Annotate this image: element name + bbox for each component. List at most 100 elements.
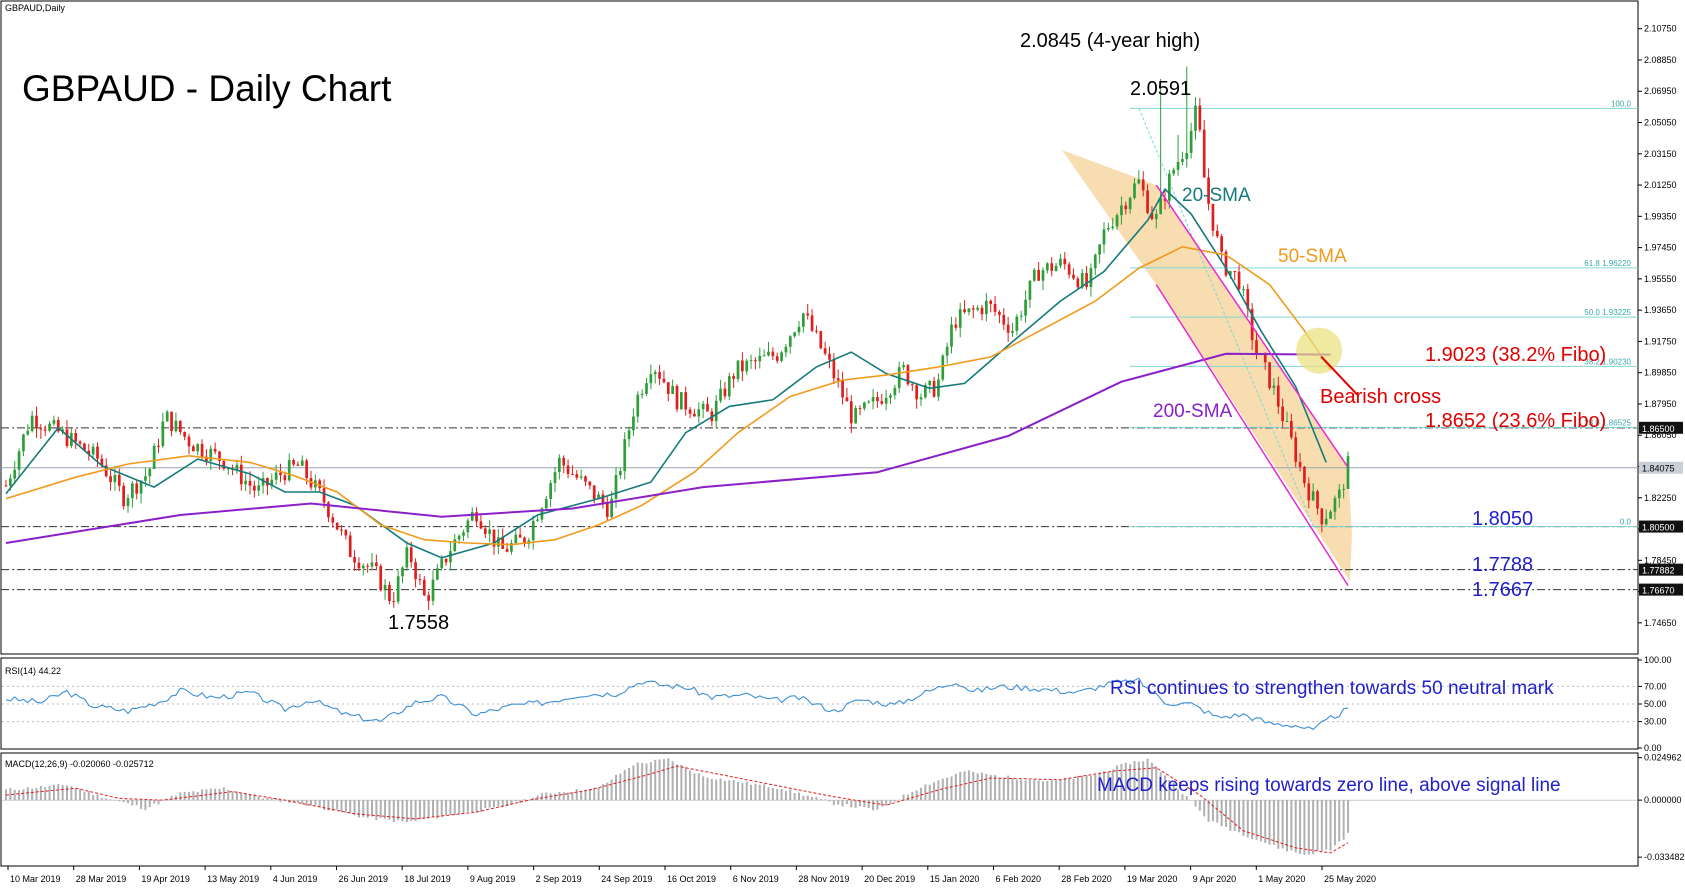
candle-body [863, 402, 866, 409]
macd-hist-bar [732, 780, 735, 801]
annot-swing-high: 2.0591 [1130, 78, 1191, 100]
macd-hist-bar [61, 785, 64, 801]
candle-body [1120, 205, 1123, 216]
label-50-sma: 50-SMA [1278, 246, 1347, 267]
macd-hist-bar [18, 790, 21, 801]
candle-body [192, 446, 195, 452]
candle-body [1320, 508, 1324, 525]
macd-hist-bar [536, 795, 539, 801]
candle-body [56, 420, 60, 432]
candle-body [405, 547, 409, 568]
candle-body [558, 457, 561, 473]
macd-hist-bar [79, 788, 82, 801]
macd-hist-bar [57, 783, 60, 801]
candle-body [706, 403, 709, 412]
y-tick-label: 2.05050 [1644, 118, 1677, 128]
candle-body [470, 512, 474, 521]
candle-body [157, 445, 160, 447]
annot-bearish-cross: Bearish cross [1320, 386, 1441, 408]
candle-body [736, 360, 740, 379]
candle-body [83, 443, 86, 451]
candle-body [998, 311, 1001, 315]
candle-body [924, 384, 927, 398]
candle-body [327, 502, 330, 518]
candle-body [178, 420, 182, 433]
macd-hist-bar [562, 792, 565, 801]
candle-body [1316, 491, 1319, 509]
candle-body [427, 595, 430, 601]
candle-body [871, 397, 875, 402]
macd-hist-bar [1120, 763, 1123, 801]
candle-body [96, 446, 99, 459]
candle-body [1076, 278, 1080, 288]
candle-body [597, 494, 600, 499]
candle-body [553, 472, 557, 484]
macd-hist-bar [301, 800, 304, 805]
macd-hist-bar [349, 800, 352, 814]
candle-body [971, 308, 975, 310]
macd-hist-bar [331, 800, 334, 811]
candle-body [1263, 354, 1267, 363]
candle-body [440, 558, 444, 569]
macd-hist-bar [1107, 771, 1110, 801]
macd-hist-bar [1129, 764, 1132, 801]
main-panel-frame [0, 0, 1639, 655]
macd-hist-bar [475, 800, 478, 813]
macd-hist-bar [575, 788, 578, 801]
candle-body [588, 481, 592, 486]
macd-hist-bar [924, 784, 927, 801]
candle-body [1072, 274, 1075, 279]
candle-body [675, 385, 679, 410]
macd-hist-bar [967, 770, 970, 801]
macd-hist-bar [994, 775, 997, 801]
channel-shading [1062, 150, 1352, 582]
macd-hist-bar [1211, 800, 1214, 822]
macd-hist-bar [976, 773, 979, 801]
candle-body [919, 397, 923, 400]
candle-body [122, 485, 125, 507]
macd-hist-bar [540, 793, 543, 801]
candle-body [1237, 271, 1241, 290]
candle-body [893, 387, 897, 396]
candle-body [87, 450, 91, 455]
candle-body [1041, 270, 1045, 281]
candle-body [22, 434, 25, 452]
candle-body [627, 430, 631, 440]
macd-hist-bar [889, 800, 892, 804]
candle-body [910, 384, 914, 386]
candle-body [444, 558, 448, 563]
candle-body [318, 480, 322, 489]
candle-body [1229, 271, 1232, 276]
macd-hist-bar [628, 767, 631, 801]
macd-hist-bar [1033, 779, 1036, 801]
macd-hist-bar [427, 800, 430, 819]
candle-body [832, 359, 836, 379]
macd-hist-bar [1268, 800, 1271, 845]
candle-body [1032, 269, 1036, 281]
candle-body [950, 324, 953, 347]
x-tick-label: 28 Nov 2019 [798, 874, 849, 884]
candle-body [605, 503, 609, 518]
macd-hist-bar [1299, 800, 1302, 854]
macd-hist-bar [684, 767, 687, 801]
macd-hist-bar [697, 773, 700, 801]
candle-body [135, 483, 139, 494]
macd-hist-bar [1155, 766, 1158, 801]
candle-body [479, 521, 483, 529]
candle-body [436, 568, 439, 580]
macd-hist-bar [859, 800, 861, 807]
macd-hist-bar [571, 791, 574, 801]
candle-body [388, 584, 391, 602]
candle-body [505, 548, 509, 552]
rsi-line [5, 677, 1349, 731]
candle-body [65, 429, 69, 446]
candle-body [1093, 254, 1097, 269]
macd-hist-bar [1259, 800, 1262, 842]
macd-hist-bar [811, 796, 814, 801]
candle-body [1150, 212, 1154, 220]
macd-hist-bar [388, 800, 391, 820]
macd-hist-bar [323, 800, 326, 810]
candle-body [1050, 263, 1054, 272]
macd-hist-bar [1229, 800, 1232, 831]
rsi-y-tick-label: 30.00 [1644, 717, 1667, 727]
